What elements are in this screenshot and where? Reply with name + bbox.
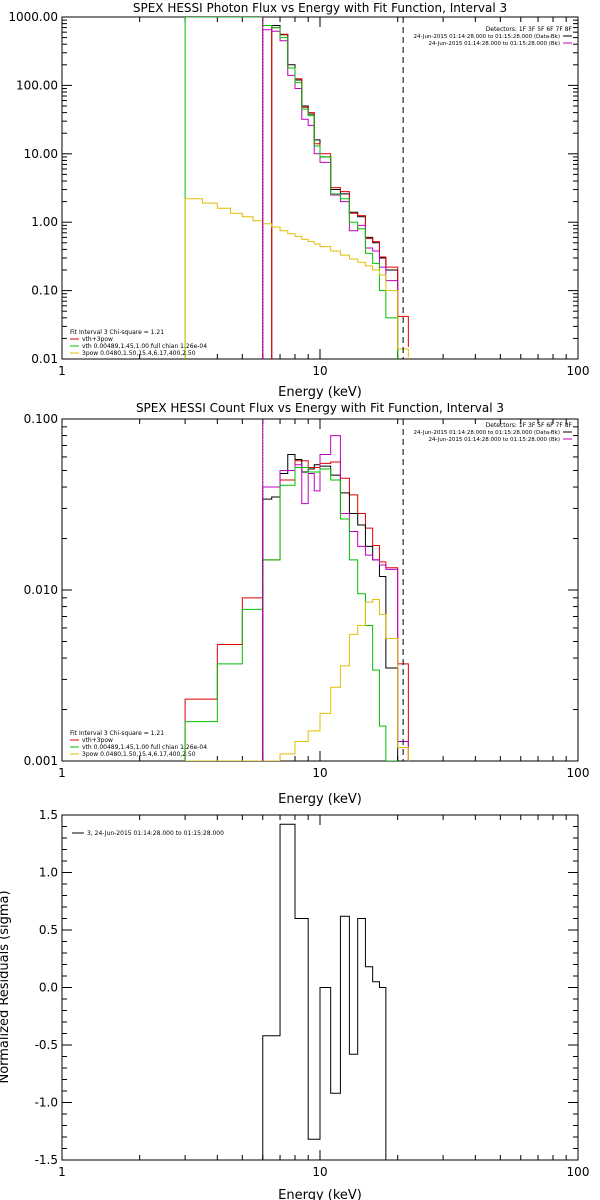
count-flux-xtick-label: 10 xyxy=(312,766,327,780)
residuals-legend: 3, 24-Jun-2015 01:14:28.000 to 01:15:28.… xyxy=(72,830,224,837)
photon-flux-xtick-label: 100 xyxy=(567,364,590,378)
photon-flux-legend-top-line: 24-Jun-2015 01:14:28.000 to 01:15:28.000… xyxy=(414,34,560,40)
count-flux-series-line xyxy=(262,454,399,761)
count-flux-series-line xyxy=(184,467,398,761)
photon-flux-series-line xyxy=(262,29,399,359)
residuals-ytick-label: 0.0 xyxy=(39,981,58,995)
photon-flux-panel: SPEX HESSI Photon Flux vs Energy with Fi… xyxy=(8,1,589,400)
count-flux-xlabel: Energy (keV) xyxy=(278,792,362,807)
residuals-ytick-label: -0.5 xyxy=(35,1038,58,1052)
count-flux-legend-bottom-line: Fit Interval 3 Chi-square = 1.21 xyxy=(70,730,164,737)
residuals-ytick-label: 0.5 xyxy=(39,923,58,937)
count-flux-plot-area: 1 10 100 0.001 0.010 0.100 xyxy=(24,412,590,780)
count-flux-title: SPEX HESSI Count Flux vs Energy with Fit… xyxy=(136,401,504,415)
residuals-xlabel: Energy (keV) xyxy=(278,1188,362,1200)
residuals-ytick-label: 1.0 xyxy=(39,866,58,880)
residuals-xtick-label: 100 xyxy=(567,1165,590,1179)
count-flux-series-line xyxy=(185,598,409,761)
count-flux-ytick-label: 0.001 xyxy=(24,754,58,768)
photon-flux-legend-bottom-line: 3pow 0.0480,1.50,15.4,6.17,400,2.50 xyxy=(82,350,196,357)
photon-flux-series-line xyxy=(184,198,409,359)
photon-flux-ytick-label: 0.10 xyxy=(31,284,58,298)
residuals-series-line xyxy=(262,823,398,1160)
residuals-ylabel: Normalized Residuals (sigma) xyxy=(0,890,12,1083)
residuals-xtick-label: 1 xyxy=(58,1165,66,1179)
photon-flux-title: SPEX HESSI Photon Flux vs Energy with Fi… xyxy=(133,1,507,15)
photon-flux-ytick-label: 10.00 xyxy=(24,147,58,161)
photon-flux-axes-frame xyxy=(61,16,579,360)
residuals-xtick-label: 10 xyxy=(312,1165,327,1179)
photon-flux-legend-top: Detectors: 1F 3F 5F 6F 7F 8F 24-Jun-2015… xyxy=(414,26,573,47)
photon-flux-series-group xyxy=(184,17,409,359)
residuals-legend-line: 3, 24-Jun-2015 01:14:28.000 to 01:15:28.… xyxy=(87,830,224,837)
photon-flux-ytick-label: 0.01 xyxy=(31,352,58,366)
count-flux-legend-bottom-line: 3pow 0.0480,1.50,15.4,6.17,400,2.50 xyxy=(82,751,196,758)
count-flux-series-line xyxy=(262,435,409,761)
residuals-series-group xyxy=(262,823,398,1160)
count-flux-legend-top-line: Detectors: 1F 3F 5F 6F 7F 8F xyxy=(486,422,573,429)
count-flux-series-line xyxy=(184,460,409,761)
count-flux-legend-bottom-line: vth 0.00489,1.45,1.00 full chian 1.26e-0… xyxy=(82,744,207,751)
photon-flux-xtick-label: 1 xyxy=(58,364,66,378)
count-flux-legend-bottom: Fit Interval 3 Chi-square = 1.21 vth+3po… xyxy=(70,730,207,758)
photon-flux-ytick-label: 1000.00 xyxy=(8,10,58,24)
count-flux-legend-top: Detectors: 1F 3F 5F 6F 7F 8F 24-Jun-2015… xyxy=(414,422,573,443)
count-flux-series-group xyxy=(184,435,409,761)
photon-flux-legend-top-line: 24-Jun-2015 01:14:28.000 to 01:15:28.000… xyxy=(428,41,560,47)
count-flux-ytick-label: 0.010 xyxy=(24,583,58,597)
count-flux-legend-top-line: 24-Jun-2015 01:14:28.000 to 01:15:28.000… xyxy=(414,430,560,436)
count-flux-panel: SPEX HESSI Count Flux vs Energy with Fit… xyxy=(24,401,590,807)
residuals-ytick-label: -1.0 xyxy=(35,1096,58,1110)
photon-flux-legend-top-line: Detectors: 1F 3F 5F 6F 7F 8F xyxy=(486,26,573,33)
count-flux-ytick-label: 0.100 xyxy=(24,412,58,426)
photon-flux-series-line xyxy=(184,17,399,359)
count-flux-legend-bottom-line: vth+3pow xyxy=(82,737,113,744)
photon-flux-xtick-label: 10 xyxy=(312,364,327,378)
photon-flux-xlabel: Energy (keV) xyxy=(278,385,362,400)
photon-flux-plot-area: 1 10 100 0.01 0.10 1.00 10.00 100.00 1000.00 xyxy=(8,10,589,378)
residuals-ytick-label: 1.5 xyxy=(39,808,58,822)
count-flux-legend-top-line: 24-Jun-2015 01:14:28.000 to 01:15:28.000… xyxy=(428,437,560,443)
photon-flux-ytick-label: 1.00 xyxy=(31,215,58,229)
residuals-ytick-label: -1.5 xyxy=(35,1153,58,1167)
residuals-plot-area: 1 10 100 -1.5 -1.0 -0.5 0.0 0.5 1.0 1.5 xyxy=(35,808,590,1179)
count-flux-xtick-label: 1 xyxy=(58,766,66,780)
photon-flux-ytick-label: 100.00 xyxy=(16,78,58,92)
residuals-panel: 1 10 100 -1.5 -1.0 -0.5 0.0 0.5 1.0 1.5 Energy (k… xyxy=(0,808,589,1200)
photon-flux-legend-bottom-line: vth 0.00489,1.45,1.00 full chian 1.26e-0… xyxy=(82,343,207,350)
count-flux-xtick-label: 100 xyxy=(567,766,590,780)
photon-flux-legend-bottom-line: Fit Interval 3 Chi-square = 1.21 xyxy=(70,329,164,336)
photon-flux-legend-bottom-line: vth+3pow xyxy=(82,336,113,343)
photon-flux-legend-bottom: Fit Interval 3 Chi-square = 1.21 vth+3po… xyxy=(70,329,207,357)
